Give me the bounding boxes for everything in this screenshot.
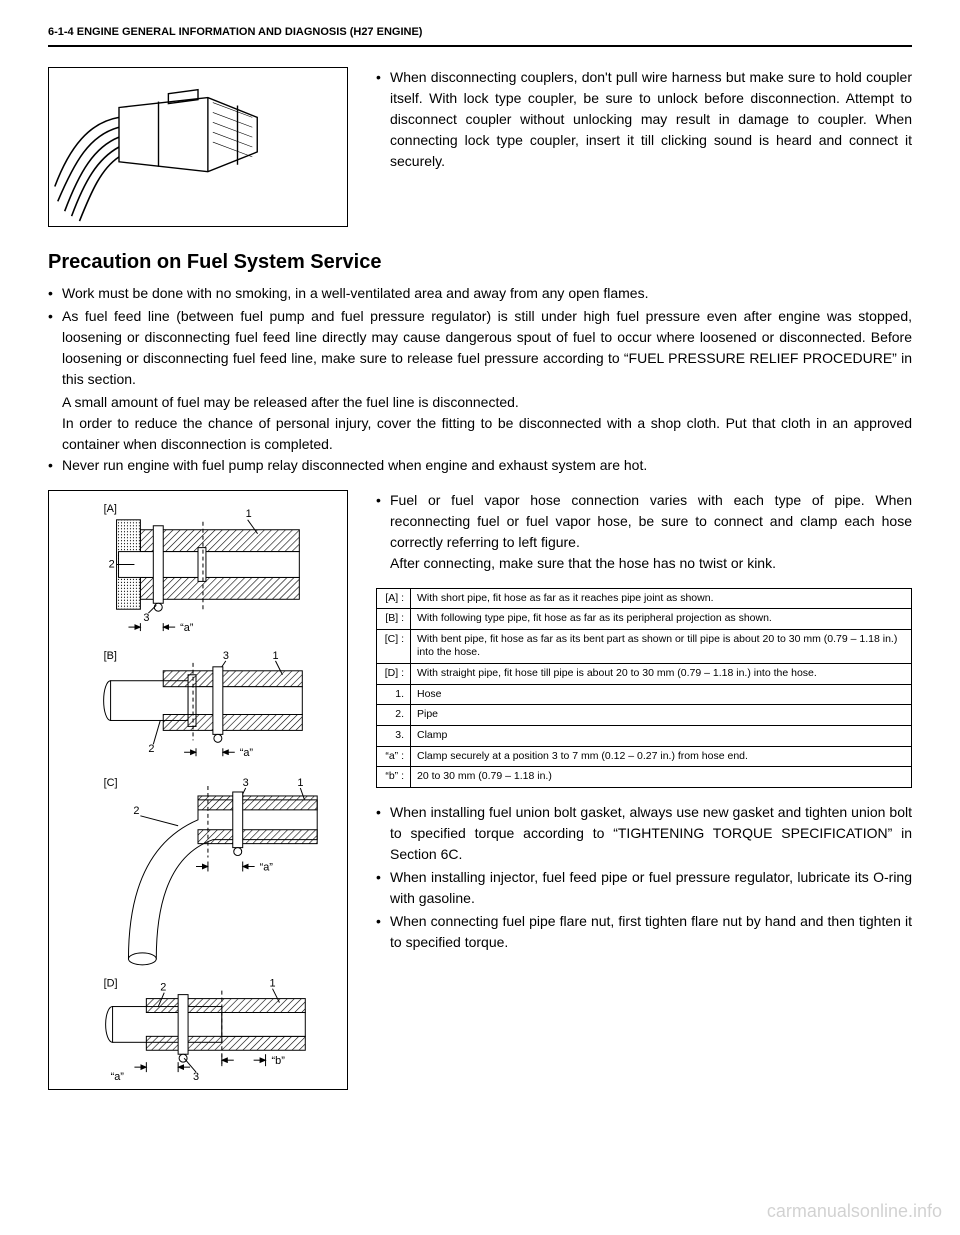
svg-text:1: 1	[273, 649, 279, 661]
svg-text:3: 3	[243, 777, 249, 789]
main-sub-1: A small amount of fuel may be released a…	[48, 392, 912, 413]
coupler-text: When disconnecting couplers, don't pull …	[376, 67, 912, 227]
label-C: [C]	[104, 777, 118, 789]
main-bullet-block: Work must be done with no smoking, in a …	[48, 283, 912, 476]
legend-value: Clamp	[411, 725, 912, 746]
hose-bullet-1-text: Fuel or fuel vapor hose connection varie…	[390, 492, 912, 550]
svg-text:2: 2	[133, 804, 139, 816]
main-bullet-3: Never run engine with fuel pump relay di…	[48, 455, 912, 476]
svg-text:1: 1	[246, 507, 252, 519]
table-row: 1.Hose	[377, 684, 912, 705]
svg-text:“a”: “a”	[240, 747, 254, 759]
legend-key: 2.	[377, 705, 411, 726]
table-row: “a” :Clamp securely at a position 3 to 7…	[377, 746, 912, 767]
table-row: “b” :20 to 30 mm (0.79 – 1.18 in.)	[377, 767, 912, 788]
label-D: [D]	[104, 977, 118, 989]
legend-value: Hose	[411, 684, 912, 705]
table-row: 2.Pipe	[377, 705, 912, 726]
svg-text:“b”: “b”	[272, 1055, 286, 1067]
legend-key: “a” :	[377, 746, 411, 767]
legend-value: With straight pipe, fit hose till pipe i…	[411, 664, 912, 685]
legend-key: [A] :	[377, 588, 411, 609]
table-row: [B] :With following type pipe, fit hose …	[377, 609, 912, 630]
legend-key: [C] :	[377, 629, 411, 663]
svg-text:“a”: “a”	[260, 861, 274, 873]
svg-text:1: 1	[297, 777, 303, 789]
legend-key: [D] :	[377, 664, 411, 685]
svg-text:3: 3	[143, 612, 149, 624]
svg-text:2: 2	[109, 558, 115, 570]
svg-text:3: 3	[223, 649, 229, 661]
svg-text:1: 1	[270, 977, 276, 989]
label-A: [A]	[104, 502, 117, 514]
table-row: [C] :With bent pipe, fit hose as far as …	[377, 629, 912, 663]
lower-bullet-2: When installing injector, fuel feed pipe…	[376, 867, 912, 909]
legend-key: “b” :	[377, 767, 411, 788]
hose-bullet-1b-text: After connecting, make sure that the hos…	[390, 555, 776, 571]
legend-value: 20 to 30 mm (0.79 – 1.18 in.)	[411, 767, 912, 788]
main-bullet-1: Work must be done with no smoking, in a …	[48, 283, 912, 304]
legend-value: With short pipe, fit hose as far as it r…	[411, 588, 912, 609]
legend-key: 1.	[377, 684, 411, 705]
watermark: carmanualsonline.info	[767, 1198, 942, 1225]
main-sub-2: In order to reduce the chance of persona…	[48, 413, 912, 455]
table-row: 3.Clamp	[377, 725, 912, 746]
legend-value: With following type pipe, fit hose as fa…	[411, 609, 912, 630]
svg-text:“a”: “a”	[111, 1071, 125, 1083]
svg-text:2: 2	[148, 743, 154, 755]
legend-value: Clamp securely at a position 3 to 7 mm (…	[411, 746, 912, 767]
svg-text:2: 2	[160, 981, 166, 993]
lower-bullet-1: When installing fuel union bolt gasket, …	[376, 802, 912, 865]
legend-value: With bent pipe, fit hose as far as its b…	[411, 629, 912, 663]
hose-bullet-1: Fuel or fuel vapor hose connection varie…	[376, 490, 912, 574]
main-bullet-2: As fuel feed line (between fuel pump and…	[48, 306, 912, 390]
figure-coupler	[48, 67, 348, 227]
svg-text:3: 3	[193, 1071, 199, 1083]
lower-bullet-3: When connecting fuel pipe flare nut, fir…	[376, 911, 912, 953]
legend-key: 3.	[377, 725, 411, 746]
legend-value: Pipe	[411, 705, 912, 726]
table-row: [A] :With short pipe, fit hose as far as…	[377, 588, 912, 609]
coupler-bullet: When disconnecting couplers, don't pull …	[376, 67, 912, 172]
svg-text:“a”: “a”	[180, 622, 194, 634]
section-title: Precaution on Fuel System Service	[48, 247, 912, 277]
table-row: [D] :With straight pipe, fit hose till p…	[377, 664, 912, 685]
page-header: 6-1-4 ENGINE GENERAL INFORMATION AND DIA…	[48, 24, 912, 47]
figure-hose-connections: [A] 1 2 3 “a”	[48, 490, 348, 1090]
label-B: [B]	[104, 649, 117, 661]
legend-table: [A] :With short pipe, fit hose as far as…	[376, 588, 912, 788]
legend-key: [B] :	[377, 609, 411, 630]
